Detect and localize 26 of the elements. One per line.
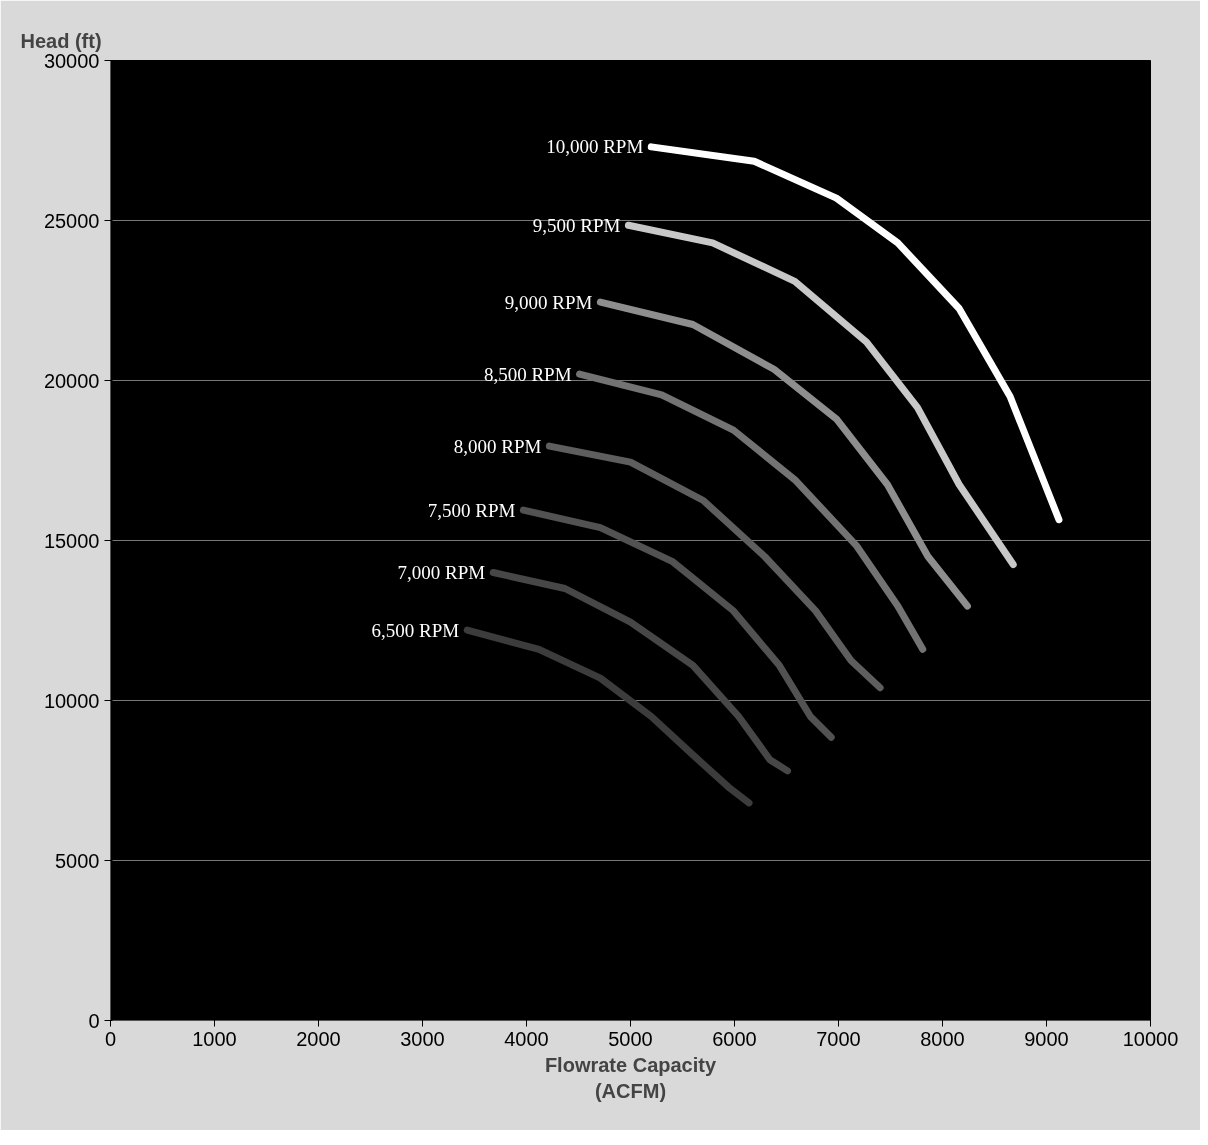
y-tick-label: 20000 xyxy=(43,369,100,392)
series-label: 9,500 RPM xyxy=(532,214,621,236)
x-tick-label: 5000 xyxy=(608,1027,653,1050)
y-tick-label: 5000 xyxy=(55,849,100,872)
x-tick-label: 9000 xyxy=(1024,1027,1069,1050)
x-tick-label: 10000 xyxy=(1122,1027,1179,1050)
y-tick-label: 10000 xyxy=(43,689,100,712)
series-label: 8,500 RPM xyxy=(483,363,572,385)
x-axis-title: Flowrate Capacity (ACFM) xyxy=(544,1053,717,1102)
x-tick-label: 0 xyxy=(104,1027,117,1050)
series-label: 7,000 RPM xyxy=(397,562,486,583)
x-tick-label: 7000 xyxy=(816,1027,861,1050)
x-tick-label: 6000 xyxy=(712,1027,757,1050)
y-tick-label: 0 xyxy=(88,1009,100,1032)
series-label: 8,000 RPM xyxy=(453,435,542,457)
y-tick-label: 25000 xyxy=(43,209,100,232)
series-label: 10,000 RPM xyxy=(546,136,644,158)
series-label: 7,500 RPM xyxy=(427,499,516,521)
x-tick-label: 2000 xyxy=(296,1027,341,1050)
series-label: 6,500 RPM xyxy=(371,619,460,641)
series-label: 9,000 RPM xyxy=(504,291,593,313)
x-tick-label: 1000 xyxy=(192,1027,237,1050)
x-tick-label: 4000 xyxy=(504,1027,549,1050)
y-tick-label: 15000 xyxy=(43,529,100,552)
x-tick-label: 3000 xyxy=(400,1027,445,1050)
x-tick-label: 8000 xyxy=(920,1027,965,1050)
